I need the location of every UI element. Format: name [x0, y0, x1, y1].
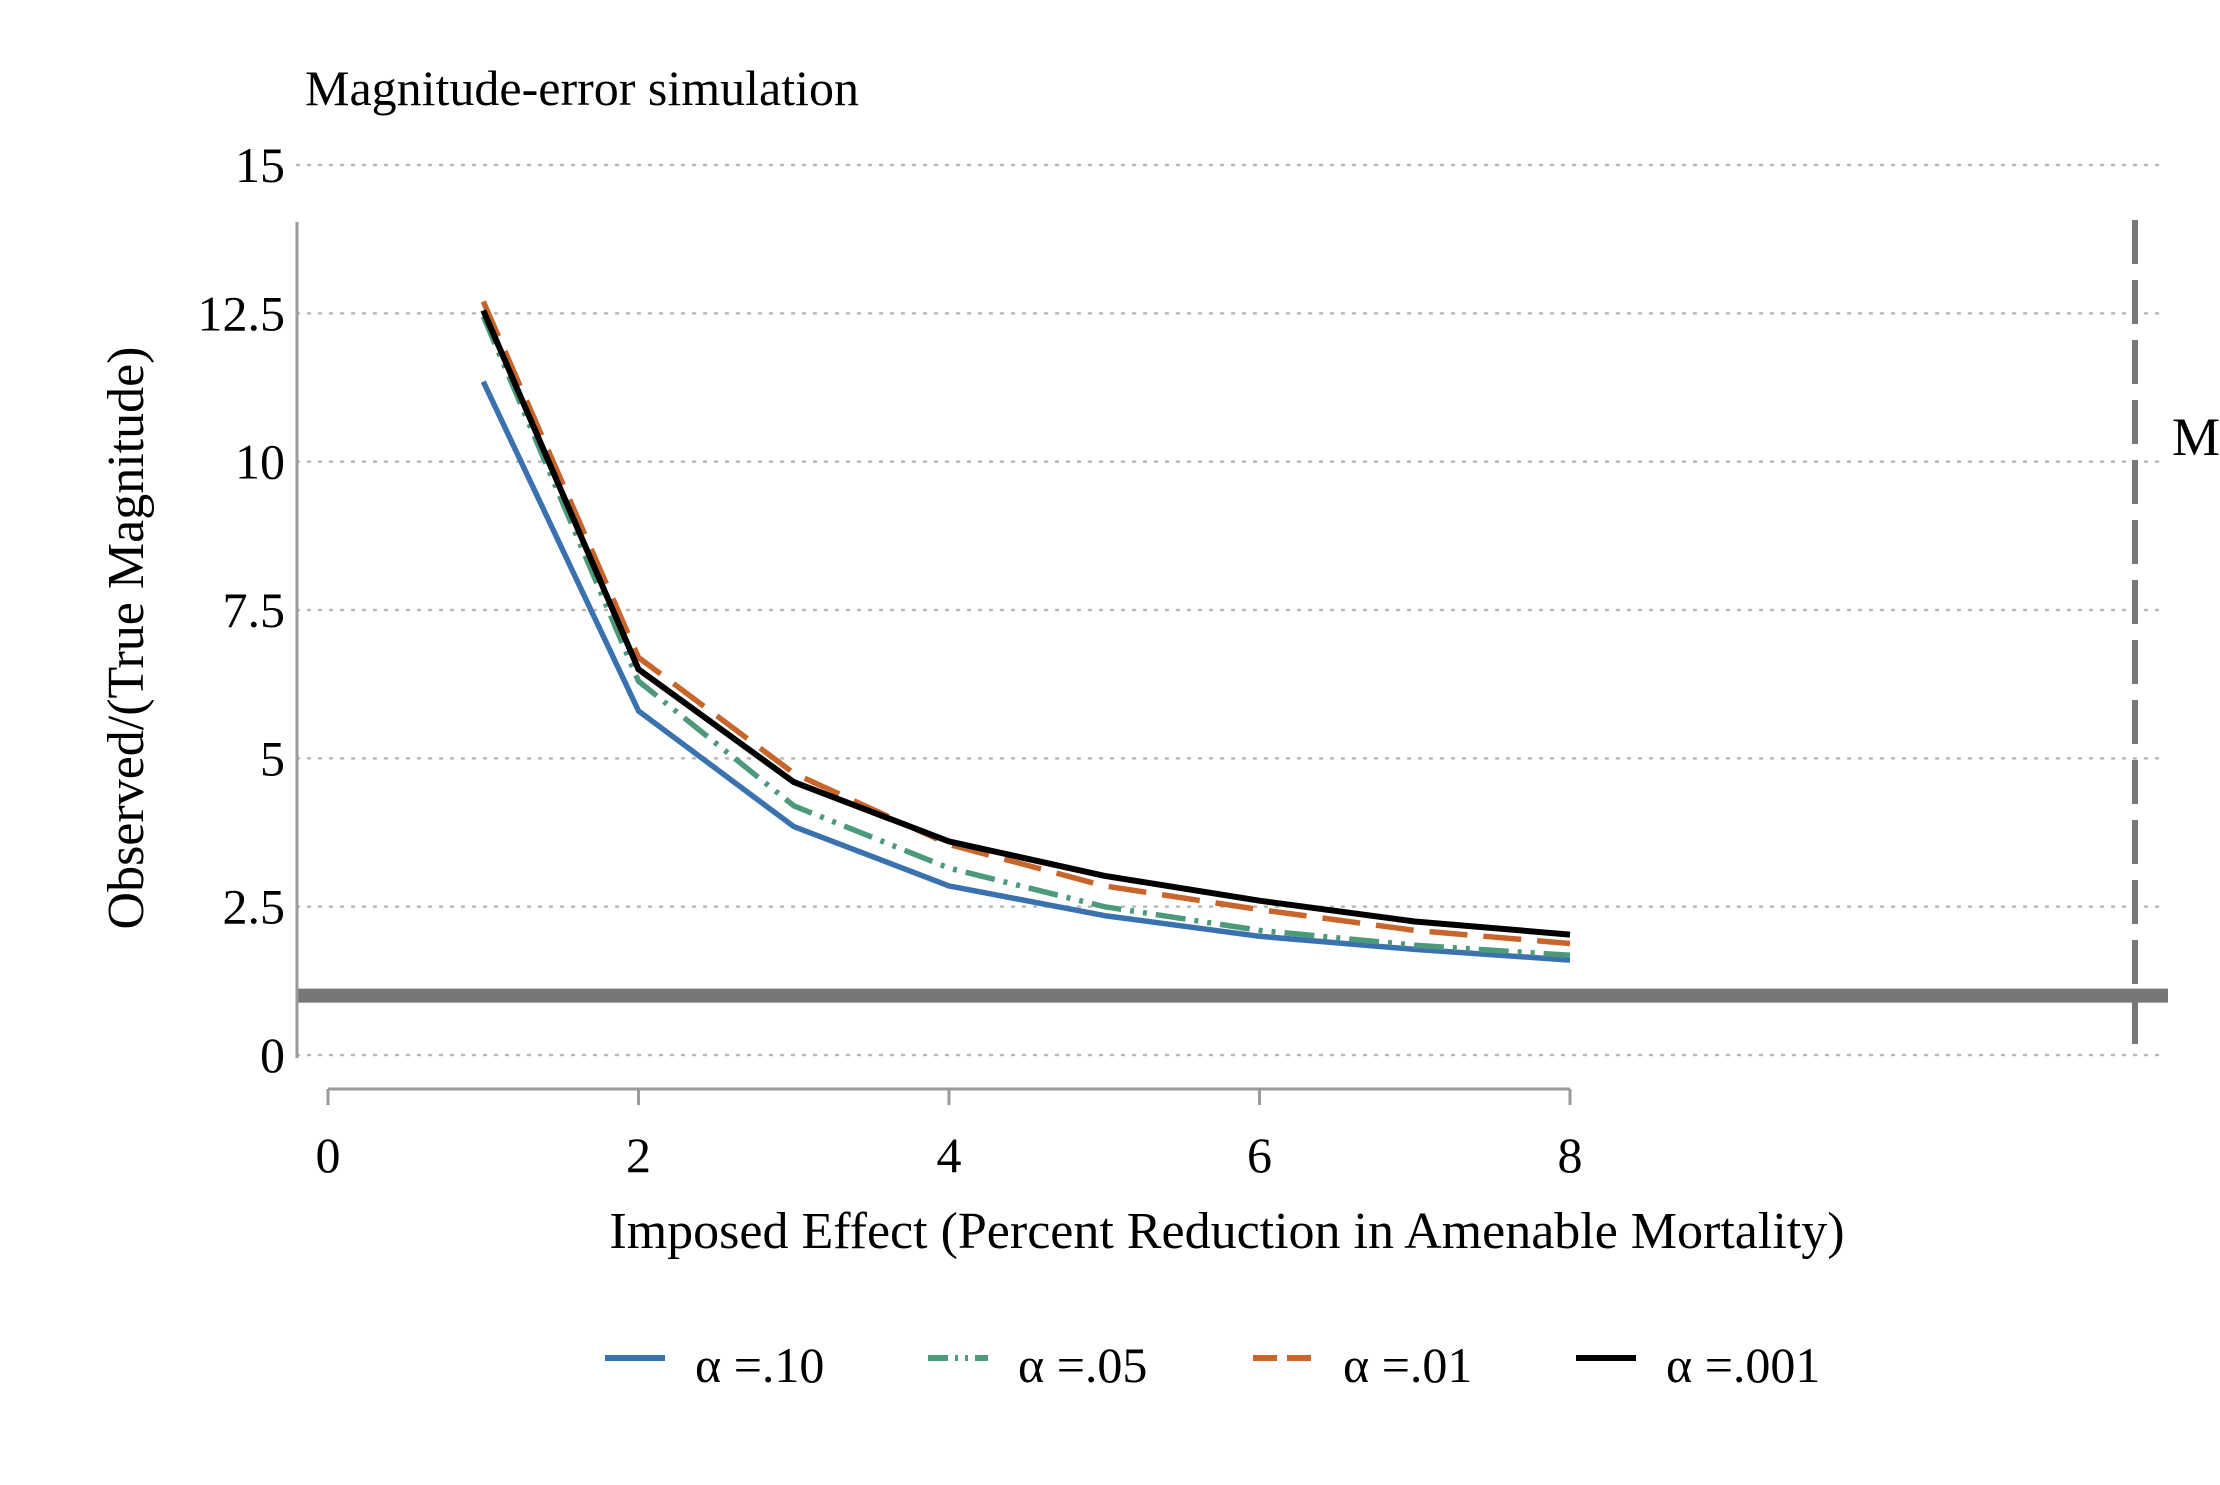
y-tick-label: 2.5 — [223, 879, 286, 935]
y-tick-label: 12.5 — [198, 285, 286, 341]
legend-label: α =.001 — [1666, 1337, 1820, 1393]
axes: 0 2.5 5 7.5 10 12.5 15 0 2 4 6 8 — [198, 137, 1583, 1183]
series-lines — [480, 300, 1571, 963]
x-tick-label: 4 — [937, 1127, 962, 1183]
series-line — [480, 300, 1571, 947]
y-tick-label: 15 — [235, 137, 285, 193]
y-tick-label: 0 — [260, 1027, 285, 1083]
series-line — [480, 380, 1571, 963]
legend-label: α =.05 — [1018, 1337, 1147, 1393]
x-tick-label: 6 — [1247, 1127, 1272, 1183]
x-tick-label: 2 — [626, 1127, 651, 1183]
chart-text: Magnitude-error simulation Imposed Effec… — [98, 60, 2220, 1260]
x-tick-label: 8 — [1558, 1127, 1583, 1183]
x-tick-label: 0 — [316, 1127, 341, 1183]
legend-label: α =.10 — [695, 1337, 824, 1393]
series-line — [480, 309, 1571, 938]
y-tick-label: 5 — [260, 730, 285, 786]
legend-label: α =.01 — [1343, 1337, 1472, 1393]
reference-line-label: M — [2172, 407, 2220, 467]
legend: α =.10 α =.05 α =.01 α =.001 — [605, 1337, 1820, 1393]
y-axis-title: Observed/(True Magnitude) — [98, 347, 155, 930]
x-axis-title: Imposed Effect (Percent Reduction in Ame… — [609, 1203, 1844, 1260]
y-tick-label: 7.5 — [223, 582, 286, 638]
grid-lines — [295, 163, 2162, 1057]
reference-lines — [297, 220, 2168, 1058]
series-line — [480, 315, 1571, 959]
y-tick-label: 10 — [235, 434, 285, 490]
chart-title: Magnitude-error simulation — [305, 60, 859, 116]
